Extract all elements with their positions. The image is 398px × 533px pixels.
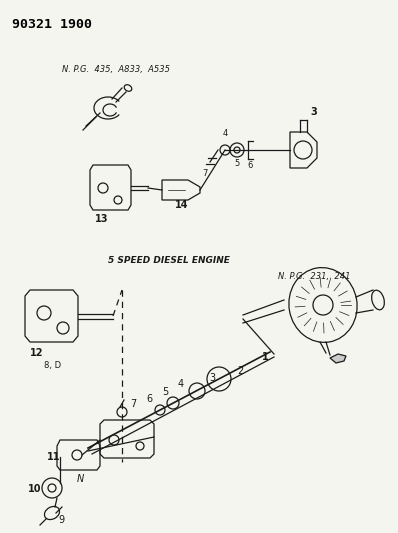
Text: 3: 3 [310,107,317,117]
Text: 7: 7 [130,399,136,409]
Text: 6: 6 [146,394,152,404]
Text: 10: 10 [28,484,41,494]
Text: 5: 5 [162,387,168,397]
Text: 6: 6 [247,161,253,170]
Text: N: N [77,474,84,484]
Text: 5: 5 [234,159,240,168]
Text: N. P.G.  435,  A833,  A535: N. P.G. 435, A833, A535 [62,65,170,74]
Text: 12: 12 [30,348,43,358]
Polygon shape [330,354,346,363]
Text: 8, D: 8, D [44,361,61,370]
Text: N. P.G.  231,  241: N. P.G. 231, 241 [278,272,351,281]
Text: 1: 1 [262,352,269,362]
Text: 9: 9 [58,515,64,525]
Text: 13: 13 [95,214,109,224]
Text: 90321 1900: 90321 1900 [12,18,92,31]
Text: 2: 2 [237,366,243,376]
Text: 4: 4 [178,379,184,389]
Text: 4: 4 [222,129,228,138]
Text: 3: 3 [209,373,215,383]
Text: 7: 7 [202,169,208,178]
Text: 5 SPEED DIESEL ENGINE: 5 SPEED DIESEL ENGINE [108,256,230,265]
Text: 11: 11 [47,452,60,462]
Text: 14: 14 [175,200,189,210]
